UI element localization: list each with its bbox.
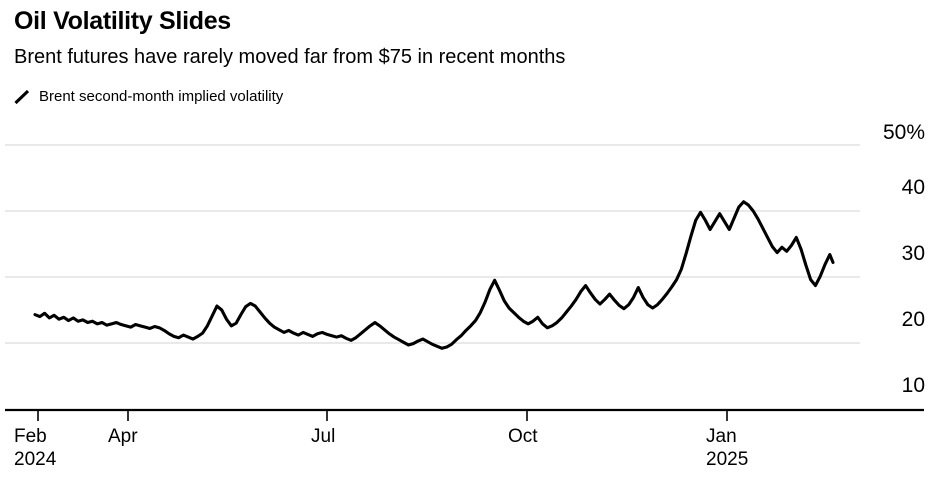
y-tick-label-50: 50% bbox=[882, 121, 925, 144]
x-tick-label-jan: Jan 2025 bbox=[706, 425, 748, 471]
x-tick-label-jul: Jul bbox=[311, 425, 335, 448]
x-tick-label-feb: Feb 2024 bbox=[14, 425, 56, 471]
x-axis bbox=[5, 408, 924, 421]
y-tick-label-40: 40 bbox=[901, 176, 925, 199]
y-tick-label-10: 10 bbox=[901, 374, 925, 397]
x-tick-month: Apr bbox=[108, 426, 138, 447]
x-tick-year: 2025 bbox=[706, 449, 749, 470]
x-tick-month: Oct bbox=[508, 426, 538, 447]
x-tick-year: 2024 bbox=[14, 449, 57, 470]
x-tick-label-oct: Oct bbox=[508, 425, 538, 448]
series-group bbox=[33, 200, 835, 350]
legend-item-brent-volatility: Brent second-month implied volatility bbox=[14, 89, 283, 105]
x-tick-month: Jul bbox=[311, 426, 336, 447]
page-title: Oil Volatility Slides bbox=[14, 7, 231, 35]
chart-header: Oil Volatility Slides Brent futures have… bbox=[14, 0, 914, 70]
y-tick-label-30: 30 bbox=[901, 242, 925, 265]
x-tick-month: Jan bbox=[706, 426, 737, 447]
chart-subtitle: Brent futures have rarely moved far from… bbox=[14, 46, 566, 68]
series-line-brent-volatility bbox=[33, 200, 835, 350]
x-tick-label-apr: Apr bbox=[108, 425, 138, 448]
diagonal-line-icon bbox=[14, 89, 30, 105]
x-tick-month: Feb bbox=[14, 426, 47, 447]
y-tick-label-20: 20 bbox=[901, 308, 925, 331]
chart-legend: Brent second-month implied volatility bbox=[14, 86, 283, 108]
gridlines bbox=[5, 144, 860, 344]
legend-item-label: Brent second-month implied volatility bbox=[39, 88, 284, 105]
